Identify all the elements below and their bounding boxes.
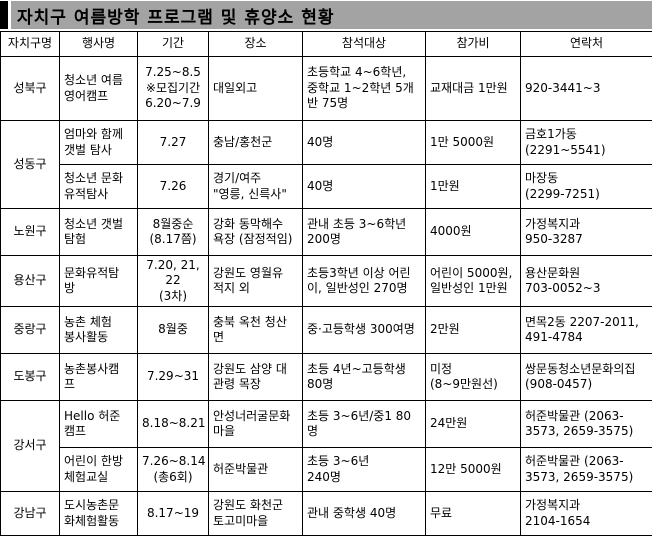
cell-contact: 허준박물관 (2063- 3573, 2659-3575) xyxy=(521,448,652,492)
cell-district: 노원구 xyxy=(1,209,60,256)
cell-target: 관내 중학생 40명 xyxy=(303,492,426,536)
cell-fee: 2만원 xyxy=(426,307,521,354)
header-event: 행사명 xyxy=(60,32,138,57)
cell-event: 엄마와 함께 갯벌 탐사 xyxy=(60,121,138,165)
cell-district: 성북구 xyxy=(1,57,60,121)
table-row: 청소년 문화 유적탐사 7.26 경기/여주 "영릉, 신륵사" 40명 1만원… xyxy=(1,165,652,209)
cell-period: 8월중순 (8.17쯤) xyxy=(138,209,209,256)
cell-target: 초등 3~6년 240명 xyxy=(303,448,426,492)
cell-event: 문화유적탐 방 xyxy=(60,256,138,307)
cell-place: 대일외고 xyxy=(209,57,303,121)
cell-district: 용산구 xyxy=(1,256,60,307)
cell-target: 초등3학년 이상 어린 이, 일반성인 270명 xyxy=(303,256,426,307)
cell-fee: 1만원 xyxy=(426,165,521,209)
cell-fee: 무료 xyxy=(426,492,521,536)
cell-fee: 미정 (8~9만원선) xyxy=(426,354,521,401)
table-row: 성북구 청소년 여름 영어캠프 7.25~8.5 ※모집기간 6.20~7.9 … xyxy=(1,57,652,121)
cell-contact: 금호1가동 (2291~5541) xyxy=(521,121,652,165)
cell-event: 농촌 체험 봉사활동 xyxy=(60,307,138,354)
header-contact: 연락처 xyxy=(521,32,652,57)
page-title: 자치구 여름방학 프로그램 및 휴양소 현황 xyxy=(11,3,334,28)
title-background: 자치구 여름방학 프로그램 및 휴양소 현황 xyxy=(11,1,652,29)
cell-period: 8월중 xyxy=(138,307,209,354)
cell-event: 청소년 여름 영어캠프 xyxy=(60,57,138,121)
header-period: 기간 xyxy=(138,32,209,57)
cell-fee: 1만 5000원 xyxy=(426,121,521,165)
cell-target: 중·고등학생 300여명 xyxy=(303,307,426,354)
cell-period: 7.26 xyxy=(138,165,209,209)
cell-event: 청소년 갯벌 탐험 xyxy=(60,209,138,256)
cell-contact: 가정복지과 950-3287 xyxy=(521,209,652,256)
cell-contact: 면목2동 2207-2011, 491-4784 xyxy=(521,307,652,354)
cell-event: Hello 허준 캠프 xyxy=(60,401,138,448)
cell-district: 강남구 xyxy=(1,492,60,536)
header-target: 참석대상 xyxy=(303,32,426,57)
cell-event: 청소년 문화 유적탐사 xyxy=(60,165,138,209)
table-row: 중랑구 농촌 체험 봉사활동 8월중 충북 옥천 청산 면 중·고등학생 300… xyxy=(1,307,652,354)
cell-period: 7.25~8.5 ※모집기간 6.20~7.9 xyxy=(138,57,209,121)
cell-period: 8.18~8.21 xyxy=(138,401,209,448)
cell-target: 초등 4년~고등학생 80명 xyxy=(303,354,426,401)
table-header-row: 자치구명 행사명 기간 장소 참석대상 참가비 연락처 xyxy=(1,32,652,57)
cell-event: 어린이 한방 체험교실 xyxy=(60,448,138,492)
cell-fee: 4000원 xyxy=(426,209,521,256)
cell-district: 도봉구 xyxy=(1,354,60,401)
table-row: 노원구 청소년 갯벌 탐험 8월중순 (8.17쯤) 강화 동막해수 욕장 (잠… xyxy=(1,209,652,256)
cell-contact: 가정복지과 2104-1654 xyxy=(521,492,652,536)
cell-period: 8.17~19 xyxy=(138,492,209,536)
cell-fee: 12만 5000원 xyxy=(426,448,521,492)
cell-target: 40명 xyxy=(303,165,426,209)
cell-period: 7.29~31 xyxy=(138,354,209,401)
cell-district: 중랑구 xyxy=(1,307,60,354)
cell-place: 안성너러굴문화 마을 xyxy=(209,401,303,448)
cell-event: 도시농촌문 화체험활동 xyxy=(60,492,138,536)
cell-place: 허준박물관 xyxy=(209,448,303,492)
cell-fee: 어린이 5000원, 일반성인 1만원 xyxy=(426,256,521,307)
table-row: 강남구 도시농촌문 화체험활동 8.17~19 강원도 화천군 토고미마을 관내… xyxy=(1,492,652,536)
cell-target: 관내 초등 3~6학년 200명 xyxy=(303,209,426,256)
cell-place: 경기/여주 "영릉, 신륵사" xyxy=(209,165,303,209)
header-district: 자치구명 xyxy=(1,32,60,57)
cell-contact: 마장동 (2299-7251) xyxy=(521,165,652,209)
title-bar: 자치구 여름방학 프로그램 및 휴양소 현황 xyxy=(0,1,652,29)
table-row: 강서구 Hello 허준 캠프 8.18~8.21 안성너러굴문화 마을 초등 … xyxy=(1,401,652,448)
table-row: 도봉구 농촌봉사캠 프 7.29~31 강원도 삼양 대 관령 목장 초등 4년… xyxy=(1,354,652,401)
cell-fee: 24만원 xyxy=(426,401,521,448)
cell-target: 초등학교 4~6학년, 중학교 1~2학년 5개 반 75명 xyxy=(303,57,426,121)
cell-event: 농촌봉사캠 프 xyxy=(60,354,138,401)
cell-place: 강원도 삼양 대 관령 목장 xyxy=(209,354,303,401)
cell-contact: 쌍문동청소년문화의집 (908-0457) xyxy=(521,354,652,401)
cell-period: 7.26~8.14 (총6회) xyxy=(138,448,209,492)
cell-contact: 허준박물관 (2063- 3573, 2659-3575) xyxy=(521,401,652,448)
cell-district: 성동구 xyxy=(1,121,60,209)
program-table: 자치구명 행사명 기간 장소 참석대상 참가비 연락처 성북구 청소년 여름 영… xyxy=(0,31,652,536)
cell-period: 7.27 xyxy=(138,121,209,165)
cell-contact: 920-3441~3 xyxy=(521,57,652,121)
cell-contact: 용산문화원 703-0052~3 xyxy=(521,256,652,307)
cell-fee: 교재대금 1만원 xyxy=(426,57,521,121)
cell-place: 강화 동막해수 욕장 (잠정적임) xyxy=(209,209,303,256)
cell-place: 강원도 영월유 적지 외 xyxy=(209,256,303,307)
header-place: 장소 xyxy=(209,32,303,57)
cell-target: 40명 xyxy=(303,121,426,165)
cell-place: 강원도 화천군 토고미마을 xyxy=(209,492,303,536)
cell-place: 충남/홍천군 xyxy=(209,121,303,165)
cell-place: 충북 옥천 청산 면 xyxy=(209,307,303,354)
header-fee: 참가비 xyxy=(426,32,521,57)
table-row: 용산구 문화유적탐 방 7.20, 21, 22 (3차) 강원도 영월유 적지… xyxy=(1,256,652,307)
cell-target: 초등 3~6년/중1 80 명 xyxy=(303,401,426,448)
cell-period: 7.20, 21, 22 (3차) xyxy=(138,256,209,307)
table-row: 성동구 엄마와 함께 갯벌 탐사 7.27 충남/홍천군 40명 1만 5000… xyxy=(1,121,652,165)
cell-district: 강서구 xyxy=(1,401,60,492)
title-marker-bar xyxy=(0,1,8,29)
table-row: 어린이 한방 체험교실 7.26~8.14 (총6회) 허준박물관 초등 3~6… xyxy=(1,448,652,492)
